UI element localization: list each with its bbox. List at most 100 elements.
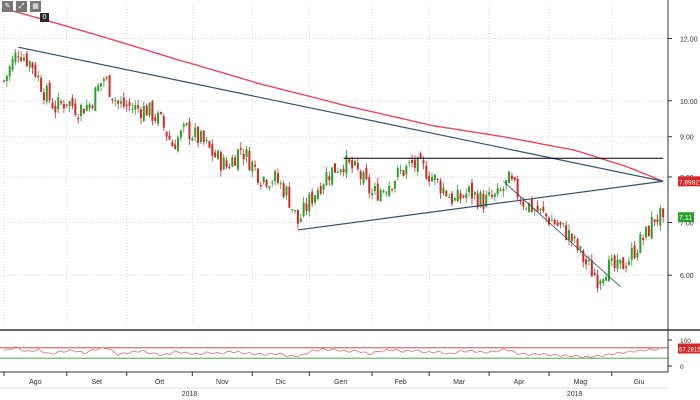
candle-body — [228, 167, 231, 169]
candle-body — [502, 189, 505, 192]
candle-body — [627, 261, 630, 265]
last-price-label: 7.11 — [679, 215, 692, 222]
candle-body — [336, 172, 339, 174]
candle-body — [331, 167, 334, 185]
candle-body — [174, 144, 177, 150]
candle-body — [134, 104, 137, 110]
candle-body — [605, 276, 608, 281]
candle-body — [311, 191, 314, 204]
candle-body — [279, 183, 282, 185]
candle-body — [373, 185, 376, 192]
candle-body — [51, 102, 54, 109]
candle-body — [516, 179, 519, 198]
trendline-0 — [18, 46, 664, 182]
candle-body — [459, 193, 462, 200]
candle-body — [422, 160, 425, 164]
candle-body — [22, 57, 25, 61]
candle-body — [77, 118, 80, 120]
grid-icon[interactable]: ▦ — [30, 1, 41, 12]
candle-body — [525, 208, 528, 210]
ma-value-label: 7.8982 — [679, 179, 699, 186]
candle-body — [17, 56, 20, 58]
candle-body — [80, 104, 83, 117]
candle-body — [570, 233, 573, 242]
price-tick-label: 9.00 — [680, 135, 694, 142]
candle-body — [85, 104, 88, 111]
candle-body — [351, 160, 354, 169]
candle-body — [285, 186, 288, 196]
candle-body — [650, 216, 653, 239]
candle-body — [607, 259, 610, 281]
candle-body — [28, 61, 31, 68]
zoom-icon[interactable]: ⤢ — [16, 1, 27, 12]
candle-body — [573, 236, 576, 239]
candle-body — [413, 159, 416, 168]
candle-body — [376, 183, 379, 201]
candle-body — [282, 183, 285, 198]
candle-body — [493, 193, 496, 197]
candle-body — [294, 210, 297, 212]
candle-body — [587, 260, 590, 262]
month-label: Dic — [276, 379, 287, 386]
draw-pen-icon[interactable]: ✎ — [2, 1, 13, 12]
candle-body — [633, 245, 636, 259]
candle-body — [117, 100, 120, 104]
candle-body — [662, 208, 665, 218]
month-label: Giu — [633, 379, 644, 386]
candle-body — [162, 115, 165, 128]
candle-body — [305, 203, 308, 211]
candle-body — [151, 101, 154, 121]
candle-body — [416, 157, 419, 173]
candle-body — [356, 162, 359, 170]
candle-body — [528, 202, 531, 212]
candle-body — [647, 225, 650, 237]
chart-count-box[interactable]: 0 — [40, 13, 49, 22]
candle-body — [545, 213, 548, 217]
candle-body — [456, 189, 459, 202]
candle-body — [556, 222, 559, 226]
candle-body — [613, 255, 616, 269]
candle-body — [299, 218, 302, 222]
month-label: Nov — [216, 379, 229, 386]
candle-body — [114, 99, 117, 101]
candle-body — [102, 78, 105, 82]
candle-body — [645, 226, 648, 238]
candle-body — [368, 177, 371, 194]
candle-body — [177, 137, 180, 151]
candle-body — [214, 152, 217, 158]
candle-body — [94, 87, 97, 112]
candle-body — [225, 160, 228, 168]
candle-body — [308, 194, 311, 212]
candle-body — [393, 180, 396, 189]
candle-body — [396, 167, 399, 177]
trendline-2 — [503, 180, 621, 288]
year-label: 2018 — [182, 391, 198, 398]
candle-body — [630, 247, 633, 260]
candle-body — [576, 239, 579, 250]
month-label: Mag — [574, 379, 588, 386]
candle-body — [316, 190, 319, 199]
candle-body — [159, 112, 162, 114]
candle-body — [442, 187, 445, 194]
candle-body — [100, 83, 103, 87]
candle-body — [348, 159, 351, 163]
oscillator-panel: 100 0 67.2815 — [0, 329, 700, 371]
candle-body — [234, 157, 237, 166]
candle-body — [385, 192, 388, 194]
candle-body — [182, 124, 185, 127]
candle-body — [71, 98, 74, 106]
candle-body — [485, 194, 488, 207]
candle-body — [548, 217, 551, 225]
price-tick-label: 6.00 — [680, 273, 694, 280]
candle-body — [639, 233, 642, 253]
candle-body — [542, 206, 545, 212]
candle-body — [559, 221, 562, 225]
candle-body — [468, 186, 471, 193]
candle-body — [371, 193, 374, 195]
candle-body — [211, 144, 214, 156]
candle-body — [488, 192, 491, 195]
candle-body — [105, 77, 108, 79]
candle-body — [536, 205, 539, 212]
candle-body — [425, 165, 428, 179]
